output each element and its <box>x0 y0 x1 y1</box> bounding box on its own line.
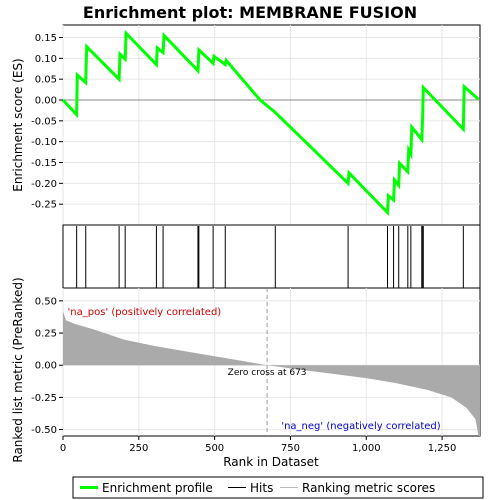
rank-y-tick-label: 0.00 <box>35 361 57 372</box>
legend-label: Hits <box>250 481 273 495</box>
rank-x-ticks: 0 250 500 750 1,000 1,250 <box>60 436 457 454</box>
chart-title: Enrichment plot: MEMBRANE FUSION <box>83 3 417 22</box>
rank-panel: Zero cross at 673 'na_pos' (positively c… <box>11 277 481 469</box>
es-panel: 0.15 0.10 0.05 0.00 -0.05 -0.10 -0.15 -0.20 -0.2… <box>11 24 481 226</box>
legend-label: Ranking metric scores <box>302 481 435 495</box>
enrichment-profile-line <box>61 29 480 217</box>
rank-y-tick-label: 0.50 <box>35 296 57 307</box>
zero-cross-label: Zero cross at 673 <box>228 368 307 378</box>
legend-box <box>72 476 484 499</box>
negative-correlation-label: 'na_neg' (negatively correlated) <box>281 421 440 432</box>
rank-y-ticks: 0.50 0.25 0.00 -0.25 -0.50 <box>31 296 63 436</box>
es-y-tick-label: -0.15 <box>31 158 57 169</box>
es-y-tick-label: -0.25 <box>31 200 57 211</box>
rank-y-axis-label: Ranked list metric (PreRanked) <box>11 277 25 462</box>
rank-x-tick-label: 1,250 <box>428 443 457 454</box>
rank-y-tick-label: 0.25 <box>35 329 57 340</box>
es-y-axis-label: Enrichment score (ES) <box>11 58 25 191</box>
es-y-tick-label: -0.05 <box>31 116 57 127</box>
rank-x-tick-label: 1,000 <box>352 443 381 454</box>
rank-x-tick-label: 250 <box>129 443 148 454</box>
es-y-tick-label: 0.15 <box>35 33 57 44</box>
ranking-metric-area <box>63 311 480 436</box>
legend-label: Enrichment profile <box>102 481 213 495</box>
es-y-tick-label: -0.20 <box>31 179 57 190</box>
legend: Enrichment profile Hits Ranking metric sco… <box>72 476 484 499</box>
es-y-tick-label: 0.10 <box>35 54 57 65</box>
es-y-tick-label: -0.10 <box>31 137 57 148</box>
rank-y-tick-label: -0.50 <box>31 425 57 436</box>
rank-x-tick-label: 0 <box>60 443 66 454</box>
rank-y-tick-label: -0.25 <box>31 393 57 404</box>
rank-x-tick-label: 500 <box>205 443 224 454</box>
positive-correlation-label: 'na_pos' (positively correlated) <box>68 307 222 318</box>
rank-x-tick-label: 750 <box>281 443 300 454</box>
es-y-ticks: 0.15 0.10 0.05 0.00 -0.05 -0.10 -0.15 -0.20 -0.2… <box>31 33 63 211</box>
rank-x-axis-label: Rank in Dataset <box>223 455 319 469</box>
es-y-tick-label: 0.05 <box>35 75 57 86</box>
hit-lines <box>76 226 464 288</box>
es-y-tick-label: 0.00 <box>35 96 57 107</box>
